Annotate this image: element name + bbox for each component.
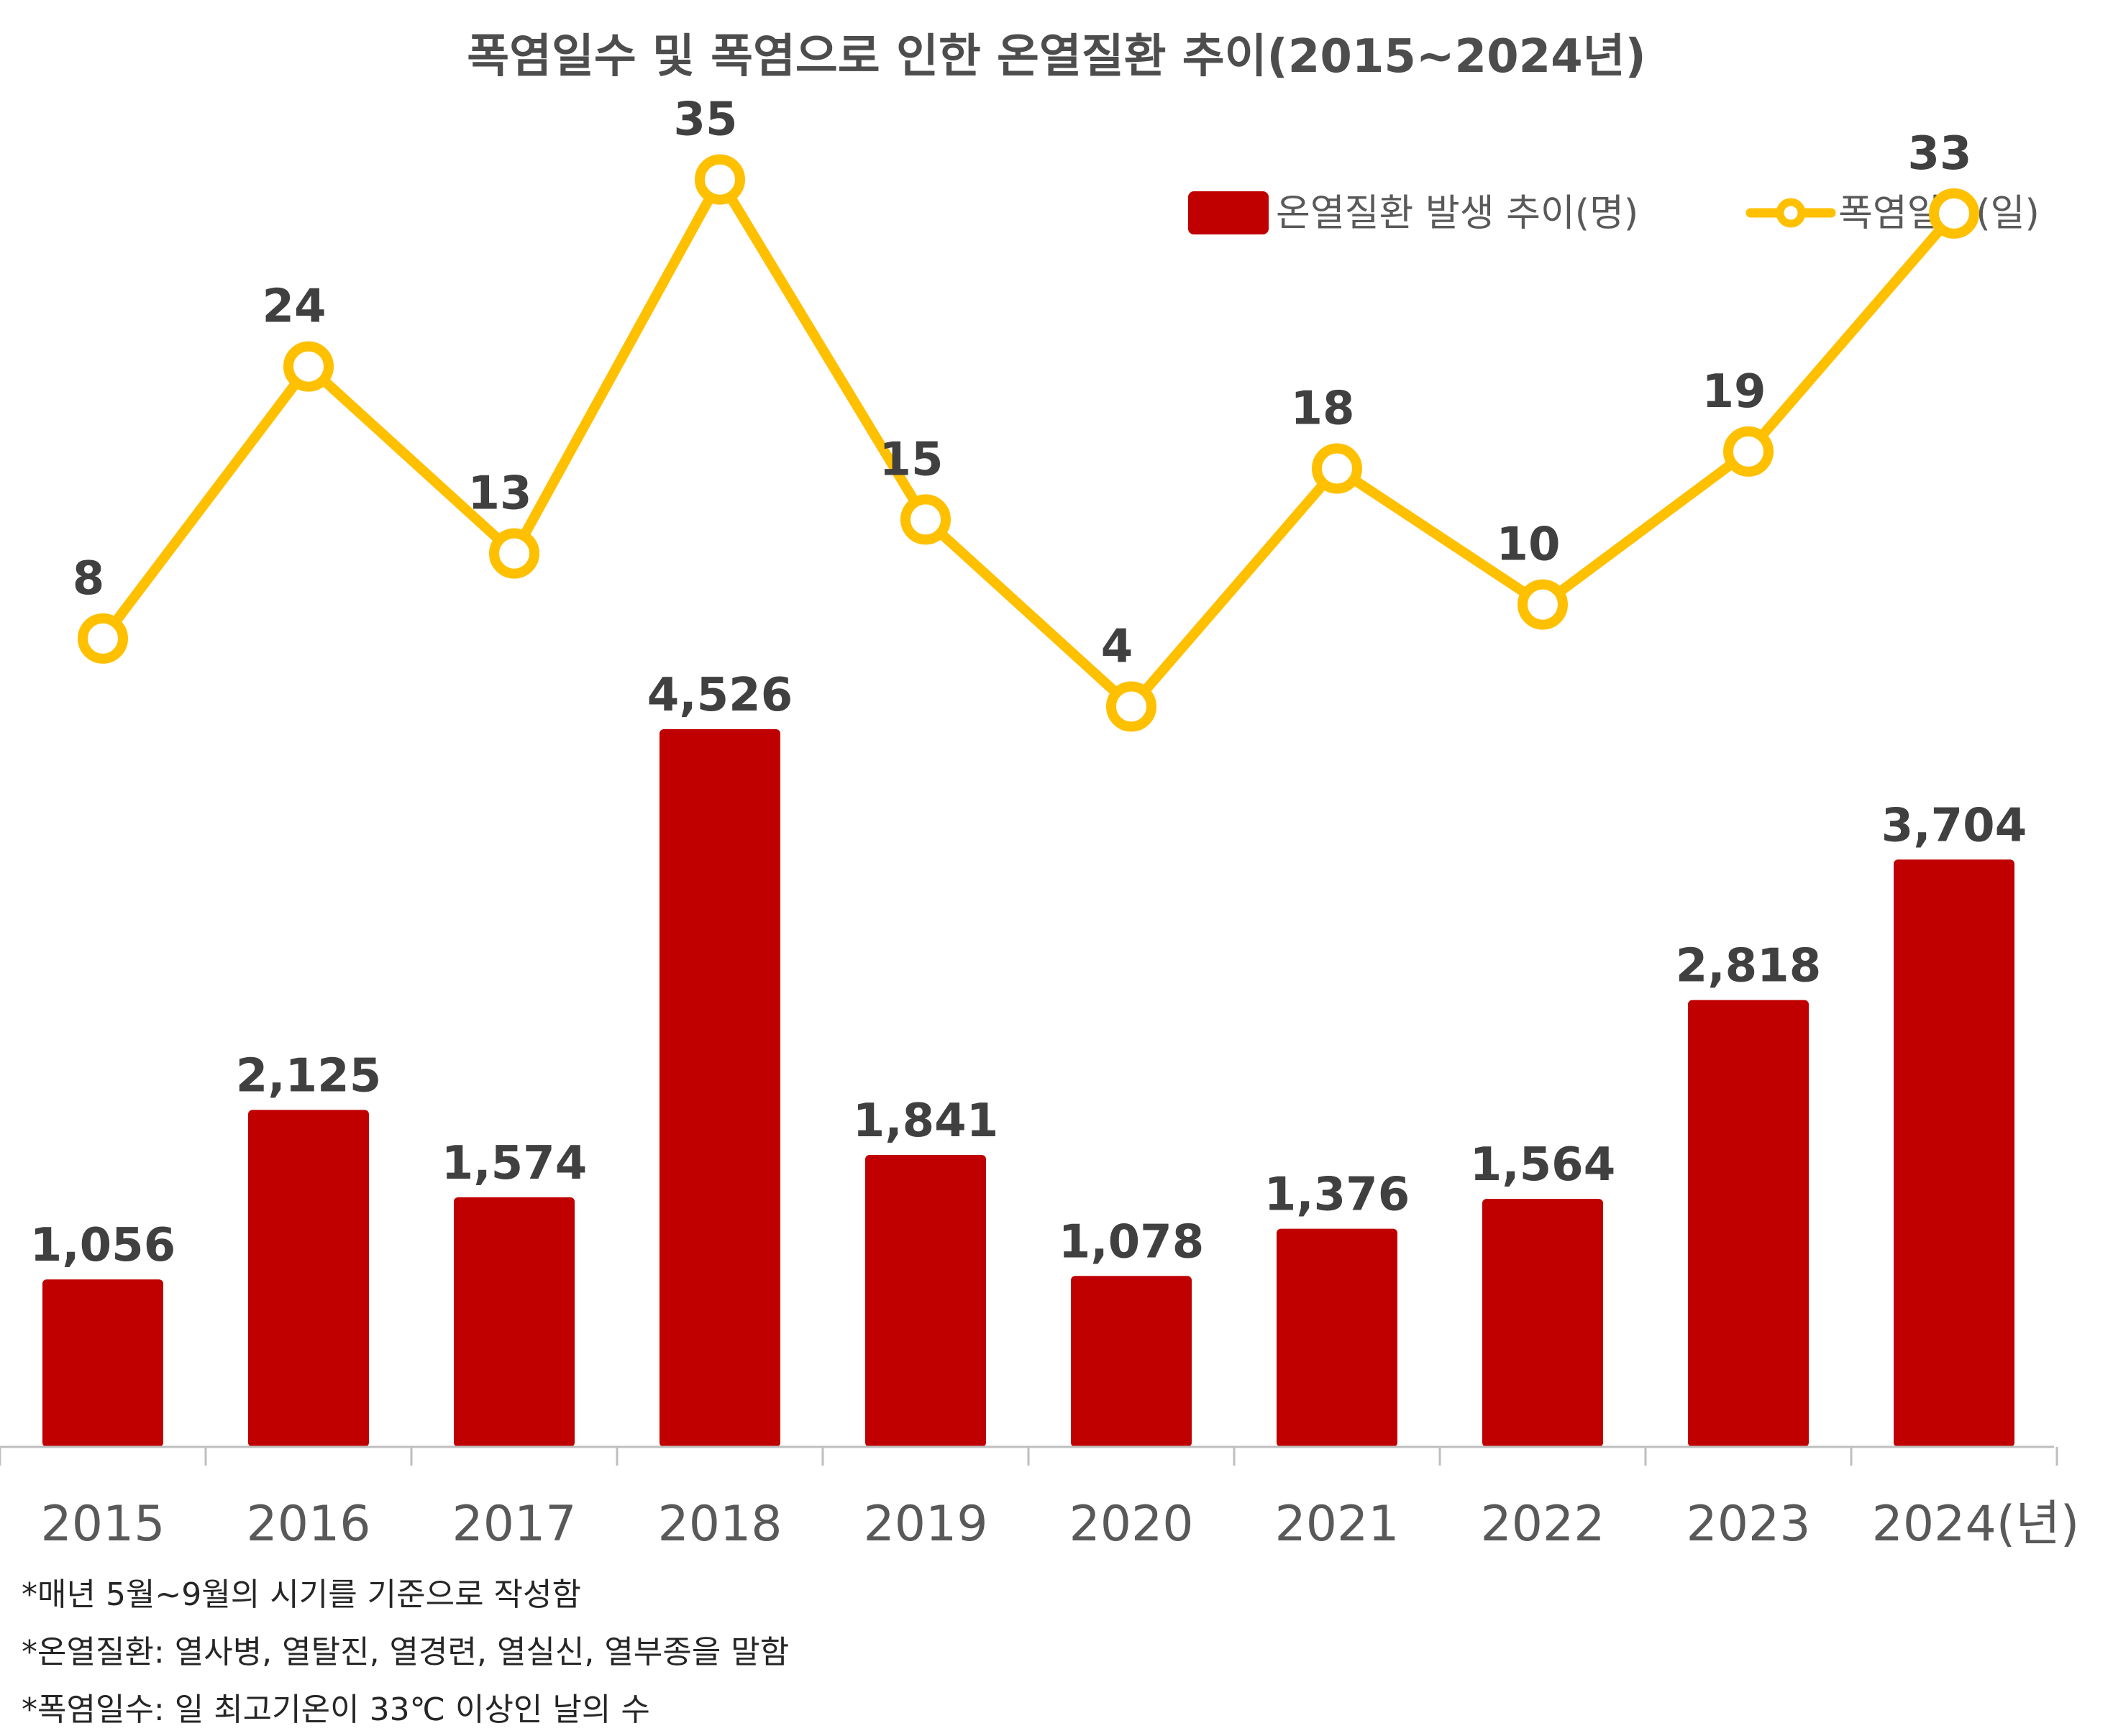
legend-bar-swatch	[1188, 191, 1269, 234]
x-tick-label: 2016	[246, 1496, 370, 1553]
heatwave-days-line	[98, 174, 1959, 712]
bar	[1277, 1228, 1397, 1447]
x-tick-label: 2020	[1069, 1496, 1193, 1553]
line-point	[1929, 188, 1979, 239]
bar-value-label: 1,078	[1059, 1215, 1204, 1269]
bar	[1688, 1000, 1809, 1447]
line-value-label: 13	[467, 467, 531, 521]
line-point	[489, 528, 539, 579]
bar-value-label: 1,841	[853, 1095, 998, 1148]
x-tick-label: 2024(년)	[1872, 1496, 2080, 1553]
bar-value-label: 1,574	[442, 1137, 587, 1190]
line-point	[1106, 681, 1156, 732]
line-labels-layer: 8 24 13 35 15 4 18 10 19 33	[73, 93, 1972, 674]
x-axis-ticks: 2015 2016 2017 2018 2019 2020 2021 2022 2023 2024…	[0, 1447, 2079, 1553]
footnote-3: *폭염일수: 일 최고기온이 33℃ 이상인 날의 수	[22, 1691, 650, 1728]
footnote-1: *매년 5월~9월의 시기를 기준으로 작성함	[22, 1576, 581, 1613]
line-point	[1312, 443, 1362, 494]
line-value-label: 33	[1907, 127, 1971, 181]
bar	[454, 1197, 575, 1447]
x-tick-label: 2019	[863, 1496, 987, 1553]
line-value-label: 35	[673, 93, 737, 147]
line-layer	[78, 154, 1979, 732]
bar	[865, 1155, 986, 1447]
x-tick-label: 2017	[452, 1496, 576, 1553]
line-value-label: 4	[1101, 620, 1133, 673]
footnotes: *매년 5월~9월의 시기를 기준으로 작성함 *온열질환: 열사병, 열탈진,…	[22, 1576, 789, 1728]
line-value-label: 8	[73, 552, 105, 606]
bars-layer	[42, 729, 2014, 1447]
line-value-label: 15	[879, 433, 943, 486]
bar	[42, 1279, 163, 1447]
legend: 온열질환 발생 추이(명) 폭염일수(일)	[1188, 191, 2040, 235]
bar-labels-layer: 1,056 2,125 1,574 4,526 1,841 1,078 1,376 1,564…	[30, 669, 2027, 1272]
x-tick-label: 2021	[1274, 1496, 1399, 1553]
bar	[660, 729, 780, 1447]
line-value-label: 10	[1496, 518, 1560, 572]
line-point	[78, 613, 128, 664]
bar	[248, 1110, 369, 1447]
line-point	[1723, 426, 1774, 477]
line-value-label: 19	[1702, 365, 1766, 419]
bar-value-label: 1,376	[1264, 1169, 1410, 1222]
chart-title: 폭염일수 및 폭염으로 인한 온열질환 추이(2015~2024년)	[467, 30, 1646, 83]
footnote-2: *온열질환: 열사병, 열탈진, 열경련, 열실신, 열부종을 말함	[22, 1634, 789, 1671]
bar	[1071, 1276, 1192, 1447]
bar-value-label: 3,704	[1881, 799, 2027, 852]
bar-value-label: 2,125	[236, 1049, 381, 1102]
line-point	[283, 341, 334, 392]
line-point	[900, 494, 951, 545]
x-tick-label: 2015	[40, 1496, 165, 1553]
bar-value-label: 2,818	[1676, 940, 1821, 993]
bar	[1482, 1199, 1603, 1447]
bar	[1894, 859, 2014, 1447]
bar-value-label: 1,564	[1470, 1138, 1615, 1192]
legend-bar-label: 온열질환 발생 추이(명)	[1276, 192, 1638, 235]
legend-marker-swatch	[1776, 198, 1806, 228]
x-tick-label: 2023	[1686, 1496, 1810, 1553]
line-point	[1518, 579, 1568, 630]
x-tick-label: 2022	[1480, 1496, 1605, 1553]
line-value-label: 24	[262, 280, 326, 334]
bar-value-label: 4,526	[647, 669, 793, 722]
x-tick-label: 2018	[657, 1496, 782, 1553]
bar-value-label: 1,056	[30, 1219, 175, 1272]
line-value-label: 18	[1290, 382, 1354, 435]
line-point	[695, 154, 745, 205]
